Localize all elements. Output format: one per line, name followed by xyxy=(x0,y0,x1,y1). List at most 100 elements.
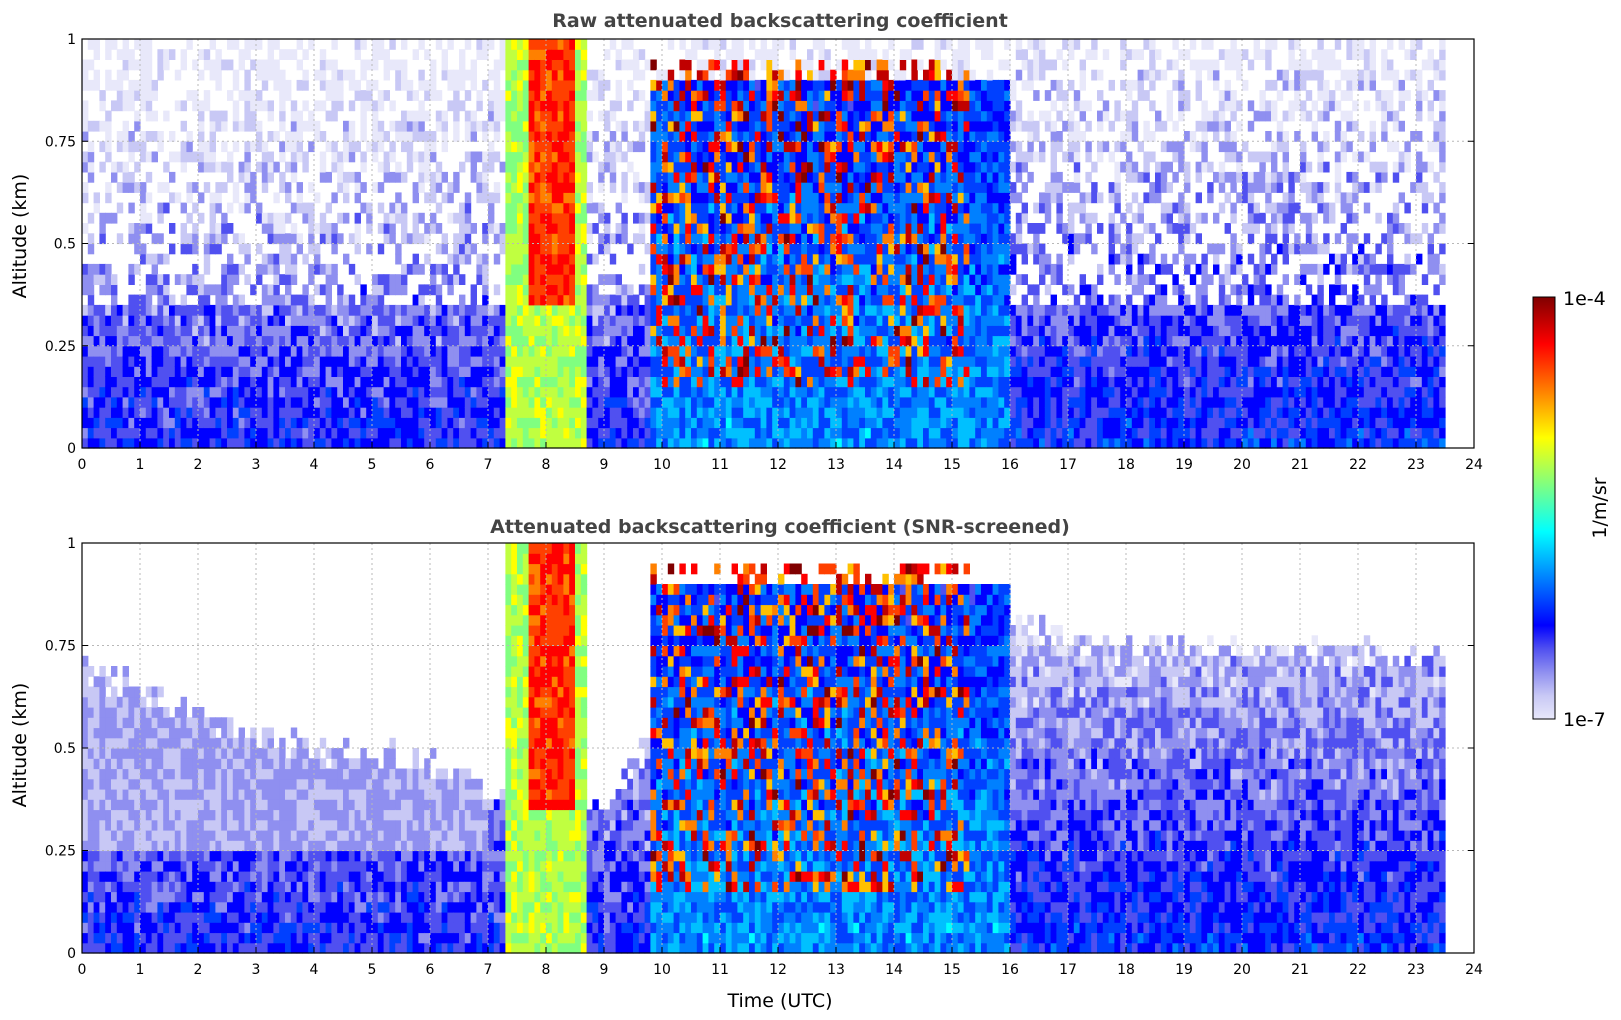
heatmap-cell xyxy=(783,223,791,234)
heatmap-cell xyxy=(853,59,860,71)
heatmap-cell xyxy=(894,345,901,357)
heatmap-cell xyxy=(128,366,135,377)
heatmap-cell xyxy=(372,274,379,285)
heatmap-cell xyxy=(638,284,646,296)
heatmap-cell xyxy=(105,79,112,91)
heatmap-cell xyxy=(720,294,727,306)
heatmap-cell xyxy=(598,243,605,255)
heatmap-cell xyxy=(435,386,443,398)
heatmap-cell xyxy=(145,151,153,163)
heatmap-cell xyxy=(580,345,588,357)
heatmap-cell xyxy=(894,151,901,163)
heatmap-cell xyxy=(105,356,112,367)
heatmap-cell xyxy=(667,131,675,142)
heatmap-cell xyxy=(969,120,976,132)
heatmap-cell xyxy=(569,386,576,398)
heatmap-cell xyxy=(853,90,860,101)
heatmap-cell xyxy=(354,386,361,398)
heatmap-cell xyxy=(847,386,854,398)
heatmap-cell xyxy=(772,274,779,285)
heatmap-cell xyxy=(818,151,825,163)
heatmap-cell xyxy=(557,396,564,408)
heatmap-cell xyxy=(430,151,437,163)
heatmap-cell xyxy=(882,294,889,306)
heatmap-cell xyxy=(847,69,854,81)
heatmap-cell xyxy=(696,141,704,153)
heatmap-cell xyxy=(888,396,895,408)
heatmap-cell xyxy=(383,396,390,408)
heatmap-cell xyxy=(82,131,89,142)
heatmap-cell xyxy=(598,304,605,316)
heatmap-cell xyxy=(505,212,512,224)
heatmap-cell xyxy=(557,253,564,265)
heatmap-cell xyxy=(772,335,779,347)
heatmap-cell xyxy=(714,49,721,60)
heatmap-cell xyxy=(783,110,791,122)
heatmap-cell xyxy=(899,90,907,101)
heatmap-cell xyxy=(209,386,216,398)
heatmap-cell xyxy=(505,182,512,193)
heatmap-cell xyxy=(853,376,860,388)
heatmap-cell xyxy=(621,407,628,418)
heatmap-cell xyxy=(82,427,89,439)
heatmap-cell xyxy=(528,212,535,224)
heatmap-cell xyxy=(290,437,298,449)
heatmap-cell xyxy=(934,294,941,306)
heatmap-cell xyxy=(749,161,756,173)
heatmap-cell xyxy=(169,151,176,163)
heatmap-cell xyxy=(279,386,286,398)
heatmap-cell xyxy=(302,437,309,449)
heatmap-cell xyxy=(447,304,454,316)
heatmap-cell xyxy=(430,131,437,142)
heatmap-cell xyxy=(111,407,118,418)
heatmap-cell xyxy=(952,386,959,398)
heatmap-cell xyxy=(969,212,976,224)
heatmap-cell xyxy=(453,427,460,439)
heatmap-cell xyxy=(134,90,141,101)
heatmap-cell xyxy=(656,417,663,429)
heatmap-cell xyxy=(261,315,269,326)
heatmap-cell xyxy=(244,120,251,132)
heatmap-cell xyxy=(952,407,959,418)
heatmap-cell xyxy=(447,356,454,367)
heatmap-cell xyxy=(453,212,460,224)
heatmap-cell xyxy=(551,110,559,122)
heatmap-cell xyxy=(302,427,309,439)
heatmap-cell xyxy=(412,407,419,418)
heatmap-cell xyxy=(754,325,762,337)
heatmap-cell xyxy=(650,345,657,357)
heatmap-cell xyxy=(464,202,472,214)
heatmap-cell xyxy=(505,110,512,122)
heatmap-cell xyxy=(517,59,524,71)
heatmap-cell xyxy=(882,131,889,142)
heatmap-cell xyxy=(261,223,269,234)
heatmap-cell xyxy=(598,396,605,408)
heatmap-cell xyxy=(418,212,425,224)
heatmap-cell xyxy=(453,120,460,132)
heatmap-cell xyxy=(957,79,965,91)
heatmap-cell xyxy=(493,437,501,449)
heatmap-cell xyxy=(772,356,779,367)
heatmap-cell xyxy=(145,345,153,357)
heatmap-cell xyxy=(517,192,524,204)
heatmap-cell xyxy=(203,345,211,357)
heatmap-cell xyxy=(969,284,976,296)
heatmap-cell xyxy=(882,69,889,81)
heatmap-cell xyxy=(285,427,292,439)
heatmap-cell xyxy=(412,192,419,204)
heatmap-cell xyxy=(638,263,646,275)
heatmap-cell xyxy=(522,233,530,245)
heatmap-cell xyxy=(801,274,808,285)
heatmap-cell xyxy=(952,202,959,214)
heatmap-cell xyxy=(586,356,593,367)
heatmap-cell xyxy=(145,274,153,285)
heatmap-cell xyxy=(343,386,350,398)
heatmap-cell xyxy=(946,315,953,326)
heatmap-cell xyxy=(453,315,460,326)
heatmap-cell xyxy=(656,407,663,418)
heatmap-cell xyxy=(772,192,779,204)
heatmap-cell xyxy=(528,427,535,439)
heatmap-cell xyxy=(279,182,286,193)
heatmap-cell xyxy=(812,202,820,214)
heatmap-cell xyxy=(464,39,472,50)
